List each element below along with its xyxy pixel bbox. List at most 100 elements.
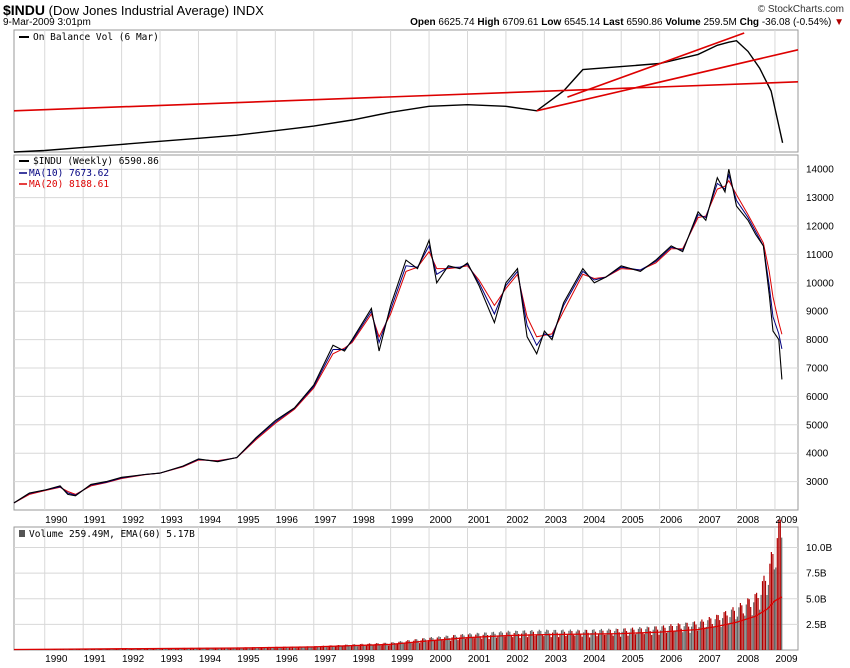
volume-bar — [117, 649, 119, 650]
volume-bar — [308, 646, 310, 650]
volume-bar — [566, 634, 568, 650]
volume-bar — [620, 636, 622, 650]
legend-ma10: MA(10) 7673.62 — [29, 168, 109, 179]
volume-bar — [518, 633, 520, 650]
volume-bar — [725, 611, 727, 650]
volume-bar — [266, 647, 268, 650]
volume-xtick-label: 2007 — [698, 654, 721, 665]
volume-bar — [252, 647, 254, 650]
volume-bar — [393, 642, 396, 650]
volume-bar — [438, 636, 440, 650]
volume-bar — [739, 603, 741, 650]
volume-bar — [625, 631, 628, 650]
volume-bar — [215, 647, 217, 650]
volume-bar — [608, 628, 610, 650]
volume-bar — [241, 648, 243, 650]
volume-bar — [209, 648, 211, 650]
volume-bar — [300, 646, 302, 650]
volume-bar — [524, 630, 526, 650]
price-xtick-label: 2008 — [737, 515, 760, 526]
volume-bar — [195, 648, 197, 650]
chg-label: Chg — [739, 17, 760, 28]
volume-bar — [708, 617, 710, 650]
volume-bar — [226, 648, 229, 650]
last-value: 6590.86 — [626, 17, 663, 28]
volume-bar — [413, 640, 415, 650]
volume-bar — [764, 580, 767, 650]
volume-xtick-label: 1992 — [122, 654, 145, 665]
volume-bar — [179, 648, 181, 650]
volume-bar — [281, 647, 283, 650]
volume-bar — [628, 632, 631, 650]
price-xtick-label: 1999 — [391, 515, 414, 526]
volume-bar — [148, 648, 150, 650]
volume-bar — [198, 647, 200, 650]
volume-bar — [210, 648, 212, 650]
volume-bar — [627, 635, 629, 650]
symbol: $INDU — [3, 2, 46, 18]
volume-bar — [237, 647, 239, 650]
volume-bar — [309, 647, 311, 650]
volume-ytick-label: 10.0B — [806, 543, 832, 554]
legend-price: $INDU (Weekly) 6590.86 — [33, 156, 159, 167]
volume-bar — [447, 635, 449, 650]
brand-link[interactable]: © StockCharts.com — [757, 4, 844, 15]
volume-xtick-label: 2002 — [506, 654, 529, 665]
volume-bar — [543, 636, 545, 650]
volume-bar — [540, 630, 542, 650]
volume-bar — [637, 628, 639, 650]
volume-bar — [544, 631, 546, 650]
volume-bar — [173, 648, 175, 650]
volume-bar — [356, 646, 359, 650]
volume-bar — [618, 632, 620, 650]
volume-bar — [200, 647, 202, 650]
volume-bar — [445, 635, 447, 650]
obv-trendline-1 — [13, 81, 799, 112]
volume-bar — [464, 638, 466, 650]
volume-bar — [594, 631, 597, 650]
exchange: INDX — [232, 3, 264, 18]
volume-bar — [337, 645, 339, 650]
volume-panel — [13, 519, 783, 651]
volume-bar — [693, 621, 696, 650]
volume-bar — [379, 644, 381, 650]
price-ytick-label: 11000 — [806, 250, 834, 261]
volume-bar — [395, 644, 397, 650]
volume-bar — [667, 630, 669, 650]
volume-bar — [430, 637, 432, 650]
volume-bar — [515, 630, 517, 650]
volume-bar — [320, 646, 322, 650]
volume-bar — [633, 629, 635, 650]
volume-bar — [478, 633, 480, 650]
volume-bar — [761, 581, 764, 650]
axis-labels: 1990 1990 1991 1991 1992 1992 1993 1993 1994 1994… — [45, 165, 834, 665]
volume-bar — [696, 630, 699, 650]
volume-bar — [367, 643, 369, 650]
volume-bar — [466, 637, 468, 650]
volume-bar — [197, 647, 199, 650]
price-xtick-label: 2000 — [429, 515, 452, 526]
volume-bar — [359, 644, 362, 650]
quote-date: 9-Mar-2009 3:01pm — [3, 17, 91, 28]
volume-bar — [732, 607, 734, 650]
volume-bar — [510, 635, 512, 650]
legends: On Balance Vol (6 Mar) $INDU (Weekly) 65… — [19, 32, 195, 540]
quote-summary: Open 6625.74 High 6709.61 Low 6545.14 La… — [410, 17, 844, 28]
volume-bar — [479, 636, 481, 650]
volume-bar — [485, 632, 487, 650]
volume-bar — [385, 642, 387, 650]
volume-bar — [422, 638, 424, 650]
volume-bar — [469, 633, 471, 650]
volume-xtick-label: 2001 — [468, 654, 491, 665]
volume-bar — [586, 629, 588, 650]
volume-bar — [164, 648, 166, 650]
volume-bar — [247, 647, 249, 650]
volume-bar — [265, 647, 267, 650]
volume-bar — [364, 645, 366, 650]
volume-bar — [563, 631, 566, 650]
volume-bar — [260, 647, 262, 650]
volume-bar — [305, 646, 307, 650]
volume-bar — [506, 632, 508, 650]
volume-bar — [234, 648, 236, 650]
